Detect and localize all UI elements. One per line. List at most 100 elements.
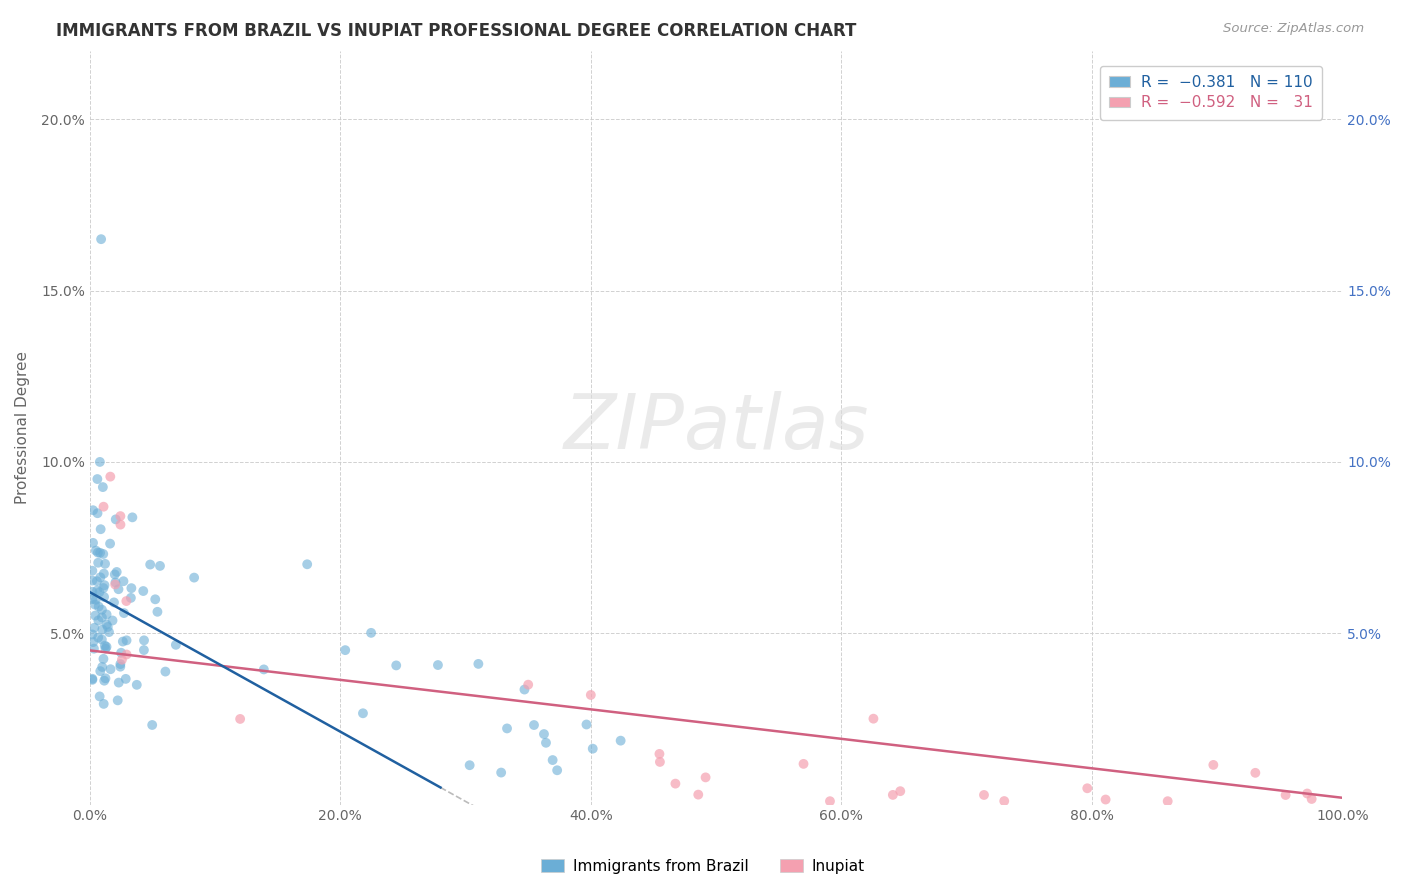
Point [96, 607, 118, 622]
Point [86, 583, 108, 598]
Point [155, 665, 177, 679]
Point [139, 558, 162, 572]
Point [83, 641, 105, 656]
Point [132, 584, 155, 599]
Point [253, 662, 276, 676]
Point [149, 558, 172, 573]
Point [84, 543, 107, 558]
Point [111, 634, 134, 648]
Point [352, 706, 374, 721]
Point [82, 503, 104, 517]
Point [111, 653, 134, 667]
Point [98, 625, 121, 640]
Point [87, 556, 110, 570]
Point [110, 646, 132, 660]
Point [1157, 794, 1180, 808]
Point [94, 639, 117, 653]
Point [83, 621, 105, 635]
Point [120, 581, 142, 595]
Point [87, 614, 110, 628]
Point [93, 673, 115, 688]
Point [84, 608, 107, 623]
Point [107, 693, 129, 707]
Point [105, 565, 128, 579]
Point [82, 574, 104, 588]
Point [104, 512, 127, 526]
Point [91, 547, 114, 561]
Point [688, 788, 710, 802]
Point [1296, 787, 1319, 801]
Point [458, 758, 481, 772]
Point [89, 546, 111, 560]
Point [523, 718, 546, 732]
Point [541, 753, 564, 767]
Point [91, 480, 114, 494]
Point [94, 671, 117, 685]
Point [84, 592, 107, 607]
Point [110, 659, 132, 673]
Point [132, 633, 155, 648]
Y-axis label: Professional Degree: Professional Degree [15, 351, 30, 504]
Point [489, 765, 512, 780]
Point [1202, 758, 1225, 772]
Point [96, 640, 118, 654]
Point [579, 688, 602, 702]
Point [183, 571, 205, 585]
Point [513, 682, 536, 697]
Point [141, 718, 163, 732]
Point [609, 733, 631, 747]
Point [882, 788, 904, 802]
Point [93, 578, 115, 592]
Point [664, 777, 686, 791]
Point [143, 592, 166, 607]
Point [582, 741, 605, 756]
Point [229, 712, 252, 726]
Point [82, 673, 104, 687]
Point [648, 755, 671, 769]
Point [546, 764, 568, 778]
Legend: R =  −0.381   N = 110, R =  −0.592   N =   31: R = −0.381 N = 110, R = −0.592 N = 31 [1099, 66, 1322, 120]
Point [1301, 792, 1323, 806]
Point [115, 648, 138, 662]
Point [94, 641, 117, 656]
Point [93, 590, 115, 604]
Point [648, 747, 671, 761]
Point [91, 660, 114, 674]
Point [496, 722, 519, 736]
Point [93, 500, 115, 514]
Point [121, 510, 143, 524]
Point [534, 736, 557, 750]
Point [862, 712, 884, 726]
Point [1094, 792, 1116, 806]
Point [89, 570, 111, 584]
Point [87, 631, 110, 645]
Point [93, 697, 115, 711]
Point [82, 672, 104, 686]
Point [114, 672, 136, 686]
Point [90, 522, 112, 536]
Point [82, 564, 104, 578]
Point [112, 606, 135, 620]
Point [467, 657, 489, 671]
Point [110, 657, 132, 671]
Point [86, 472, 108, 486]
Point [1076, 781, 1098, 796]
Point [82, 584, 104, 599]
Point [132, 643, 155, 657]
Point [84, 598, 107, 612]
Point [86, 574, 108, 589]
Point [98, 536, 121, 550]
Point [360, 625, 382, 640]
Point [889, 784, 911, 798]
Point [90, 632, 112, 647]
Point [104, 575, 127, 590]
Point [89, 455, 111, 469]
Point [695, 771, 717, 785]
Point [104, 577, 127, 591]
Point [93, 581, 115, 595]
Point [818, 794, 841, 808]
Point [86, 506, 108, 520]
Point [89, 664, 111, 678]
Text: IMMIGRANTS FROM BRAZIL VS INUPIAT PROFESSIONAL DEGREE CORRELATION CHART: IMMIGRANTS FROM BRAZIL VS INUPIAT PROFES… [56, 22, 856, 40]
Point [87, 546, 110, 560]
